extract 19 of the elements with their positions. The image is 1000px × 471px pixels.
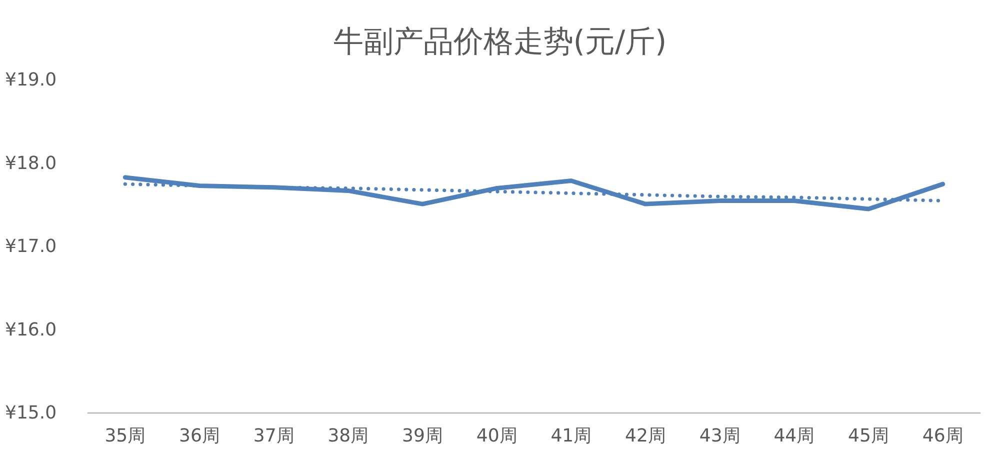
x-tick-label: 44周 <box>774 426 815 446</box>
x-tick-label: 40周 <box>476 426 518 446</box>
x-tick-label: 36周 <box>179 426 220 446</box>
y-tick-label: ¥19.0 <box>5 70 57 90</box>
line-series <box>122 175 946 212</box>
x-tick-label: 43周 <box>699 426 740 446</box>
y-tick-label: ¥17.0 <box>5 236 57 257</box>
y-tick-label: ¥16.0 <box>5 319 57 340</box>
x-tick-label: 35周 <box>104 426 146 446</box>
y-tick-label: ¥18.0 <box>5 152 57 174</box>
y-tick-label: ¥15.0 <box>5 402 57 424</box>
x-tick-label: 42周 <box>625 426 666 446</box>
x-tick-label: 37周 <box>253 426 294 446</box>
x-tick-label: 41周 <box>550 426 592 446</box>
x-tick-label: 38周 <box>328 426 369 446</box>
x-tick-label: 45周 <box>848 426 889 446</box>
x-tick-label: 39周 <box>402 426 443 446</box>
chart-title: 牛副产品价格走势(元/斤) <box>333 24 667 60</box>
x-tick-label: 46周 <box>922 426 964 446</box>
